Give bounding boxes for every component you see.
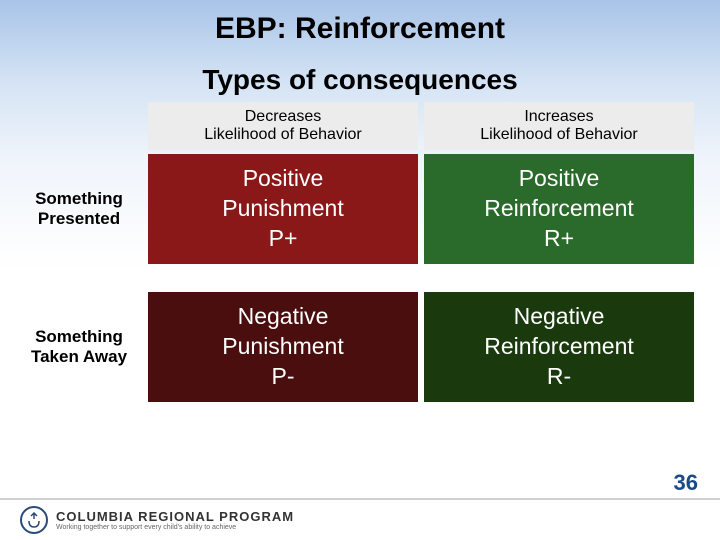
- col-header-line: Increases: [428, 108, 690, 126]
- row-header-line: Something: [35, 327, 123, 347]
- cell-positive-punishment: Positive Punishment P+: [148, 154, 418, 264]
- page-number: 36: [674, 470, 698, 496]
- footer-org-name: COLUMBIA REGIONAL PROGRAM: [56, 510, 294, 523]
- cell-line: Positive: [243, 164, 324, 194]
- row-header-line: Taken Away: [31, 347, 127, 367]
- organization-icon: [20, 506, 48, 534]
- cell-negative-reinforcement: Negative Reinforcement R-: [424, 292, 694, 402]
- cell-negative-punishment: Negative Punishment P-: [148, 292, 418, 402]
- row-gap: [22, 264, 142, 292]
- slide-title: EBP: Reinforcement: [0, 0, 720, 46]
- footer-tagline: Working together to support every child'…: [56, 524, 294, 531]
- cell-line: Reinforcement: [484, 332, 634, 362]
- cell-line: R-: [547, 362, 571, 392]
- cell-line: Punishment: [222, 194, 343, 224]
- cell-line: Punishment: [222, 332, 343, 362]
- col-header-line: Likelihood of Behavior: [152, 126, 414, 144]
- row-header-line: Something: [35, 189, 123, 209]
- cell-positive-reinforcement: Positive Reinforcement R+: [424, 154, 694, 264]
- row-header-presented: Something Presented: [22, 154, 142, 264]
- slide-subtitle: Types of consequences: [0, 64, 720, 96]
- row-header-line: Presented: [38, 209, 120, 229]
- cell-line: Reinforcement: [484, 194, 634, 224]
- footer-logo: COLUMBIA REGIONAL PROGRAM Working togeth…: [20, 506, 294, 534]
- footer-bar: COLUMBIA REGIONAL PROGRAM Working togeth…: [0, 498, 720, 540]
- row-header-taken-away: Something Taken Away: [22, 292, 142, 402]
- cell-line: R+: [544, 224, 574, 254]
- col-header-line: Decreases: [152, 108, 414, 126]
- cell-line: Positive: [519, 164, 600, 194]
- cell-line: Negative: [238, 302, 329, 332]
- cell-line: P+: [269, 224, 298, 254]
- row-gap: [424, 264, 694, 292]
- row-gap: [148, 264, 418, 292]
- cell-line: Negative: [514, 302, 605, 332]
- corner-spacer: [22, 102, 142, 154]
- col-header-line: Likelihood of Behavior: [428, 126, 690, 144]
- cell-line: P-: [272, 362, 295, 392]
- col-header-increases: Increases Likelihood of Behavior: [424, 102, 694, 150]
- col-header-decreases: Decreases Likelihood of Behavior: [148, 102, 418, 150]
- footer-text: COLUMBIA REGIONAL PROGRAM Working togeth…: [56, 510, 294, 531]
- consequence-matrix: Decreases Likelihood of Behavior Increas…: [22, 102, 720, 402]
